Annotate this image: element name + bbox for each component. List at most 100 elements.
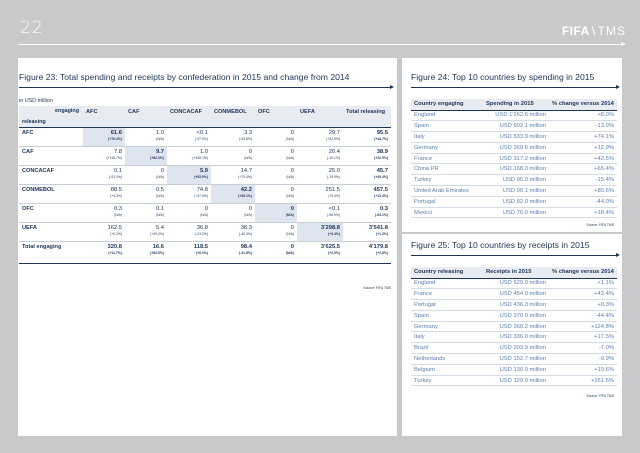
matrix-cell-value: 3'625.5: [320, 243, 340, 250]
figure-23-title: Figure 23: Total spending and receipts b…: [19, 72, 350, 82]
matrix-header-row: engaging releasing AFC CAF CONCACAF CONM…: [19, 106, 391, 128]
receipts-country: England: [411, 278, 483, 290]
matrix-row-label: AFC: [19, 127, 83, 147]
col-header-uefa: UEFA: [297, 106, 343, 128]
matrix-cell-value: 16.6: [152, 243, 164, 250]
matrix-cell-value: 14.7: [240, 167, 252, 174]
matrix-cell: 118.5 (+8.0%): [167, 240, 211, 264]
matrix-corner: engaging releasing: [19, 106, 83, 128]
receipts-amount: USD 529.0 million: [483, 278, 549, 290]
figure-25-title-rule: [411, 253, 620, 257]
matrix-cell: 4'179.8 (+2.6%): [343, 240, 391, 264]
spending-row: Turkey USD 95.0 million -15.4%: [411, 174, 617, 187]
spending-country: United Arab Emirates: [411, 185, 483, 197]
matrix-cell: 0 (N/A): [211, 146, 255, 166]
spending-country: France: [411, 153, 483, 165]
receipts-amount: USD 360.2 million: [483, 321, 549, 333]
matrix-cell-change: (+22.5%): [374, 155, 388, 160]
spending-amount: USD 76.0 million: [483, 207, 549, 219]
matrix-cell-value: 0: [204, 205, 208, 212]
spending-change: +12.9%: [549, 142, 617, 154]
matrix-cell: 0.5 (N/A): [125, 184, 167, 204]
matrix-cell-change: (+26.1%): [238, 193, 252, 198]
matrix-cell-change: (N/A): [286, 231, 294, 236]
matrix-cell: 457.5 (+13.4%): [343, 184, 391, 204]
matrix-cell: 16.6 (+84.5%): [125, 240, 167, 264]
matrix-cell-change: (N/A): [156, 212, 164, 217]
spending-row: China PR USD 168.3 million +65.4%: [411, 163, 617, 176]
matrix-cell: 14.7 (+70.4%): [211, 165, 255, 185]
matrix-row: CONMEBOL 88.5 (+4.3%) 0.5 (N/A) 74.8 (+37.5%) 4…: [19, 184, 391, 204]
figure-25-panel: Figure 25: Top 10 countries by receipts …: [402, 234, 622, 436]
spending-col-change: % change versus 2014: [549, 99, 617, 111]
figure-24-title-rule: [411, 85, 620, 89]
spending-change: +42.5%: [549, 153, 617, 165]
matrix-cell: 0 (N/A): [255, 184, 297, 204]
matrix-cell-value: 162.5: [107, 224, 122, 231]
matrix-row: CAF 7.8 (+118.7%) 9.7 (+82.0%) 1.0 (+408.1%) 0(…: [19, 146, 391, 166]
col-header-total-releasing: Total releasing: [343, 106, 391, 128]
matrix-cell-change: (-97.5%): [194, 136, 208, 141]
receipts-country: Italy: [411, 331, 483, 344]
corner-engaging: engaging: [55, 108, 79, 114]
receipts-change: +19.6%: [549, 364, 617, 376]
spending-row: Portugal USD 82.0 million -44.0%: [411, 196, 617, 208]
matrix-cell-change: (+408.1%): [192, 155, 208, 160]
figure-24-title: Figure 24: Top 10 countries by spending …: [411, 72, 595, 82]
spending-country: Italy: [411, 131, 483, 143]
receipts-change: -44.4%: [549, 310, 617, 322]
matrix-cell-value: 118.5: [193, 243, 208, 250]
receipts-country: Turkey: [411, 375, 483, 387]
col-header-ofc: OFC: [255, 106, 297, 128]
matrix-cell: 0.1 (-91.1%): [83, 165, 125, 185]
receipts-col-country: Country releasing: [411, 267, 483, 279]
receipts-row: Netherlands USD 152.7 million -9.9%: [411, 353, 617, 365]
matrix-cell-change: (-40.3%): [238, 231, 252, 236]
receipts-table: Country releasing Receipts in 2015 % cha…: [411, 267, 617, 387]
corner-releasing: releasing: [22, 118, 46, 125]
matrix-cell: <0.1 (-97.5%): [167, 127, 211, 147]
receipts-header-row: Country releasing Receipts in 2015 % cha…: [411, 267, 617, 279]
matrix-cell-change: (-23.2%): [194, 231, 208, 236]
matrix-cell-value: 0.1: [113, 167, 122, 174]
matrix-cell-change: (N/A): [286, 174, 294, 179]
matrix-cell: 0 (N/A): [255, 222, 297, 242]
matrix-cell-value: 0.1: [155, 205, 164, 212]
matrix-cell: 42.2 (+26.1%): [211, 184, 255, 204]
receipts-amount: USD 203.9 million: [483, 342, 549, 355]
matrix-cell: 162.5 (+0.2%): [83, 222, 125, 242]
spending-row: Mexico USD 76.0 million +18.4%: [411, 207, 617, 219]
matrix-cell-value: <0.1: [328, 205, 340, 212]
matrix-cell-change: (-94.1%): [374, 212, 388, 217]
matrix-cell-value: 0.3: [113, 205, 122, 212]
matrix-cell: 1.0 (+408.1%): [167, 146, 211, 166]
receipts-amount: USD 129.0 million: [483, 375, 549, 387]
matrix-cell-value: 0: [290, 205, 294, 212]
matrix-cell-value: 4'179.8: [368, 243, 388, 250]
matrix-cell-value: 38.9: [376, 148, 388, 155]
spending-col-country: Country engaging: [411, 99, 483, 111]
figure-24-source: Source: FIFA TMS: [586, 223, 614, 227]
spending-header-row: Country engaging Spending in 2015 % chan…: [411, 99, 617, 111]
matrix-cell: 0 (N/A): [255, 146, 297, 166]
matrix-cell-change: (+37.5%): [194, 193, 208, 198]
matrix-row-label: CONCACAF: [19, 165, 83, 185]
receipts-change: +161.5%: [549, 375, 617, 387]
receipts-row: England USD 529.0 million +1.1%: [411, 278, 617, 290]
spending-table: Country engaging Spending in 2015 % chan…: [411, 99, 617, 219]
header-rule: [18, 42, 626, 46]
matrix-cell: 45.7 (+40.4%): [343, 165, 391, 185]
matrix-cell-change: (+2.6%): [376, 250, 388, 255]
matrix-cell: 251.5 (+5.4%): [297, 184, 343, 204]
matrix-cell-value: 0.3: [379, 205, 388, 212]
matrix-row-label: Total engaging: [19, 240, 83, 264]
matrix-cell: 5.4 (+40.2%): [125, 222, 167, 242]
matrix-cell-change: (-93.6%): [238, 136, 252, 141]
matrix-cell-value: 36.8: [196, 224, 208, 231]
receipts-col-amount: Receipts in 2015: [483, 267, 549, 279]
matrix-cell-change: (+4.3%): [110, 193, 122, 198]
matrix-cell-value: 3.3: [243, 129, 252, 136]
matrix-cell: 1.0 (N/A): [125, 127, 167, 147]
spending-country: China PR: [411, 163, 483, 176]
matrix-cell-change: (+2.9%): [328, 250, 340, 255]
